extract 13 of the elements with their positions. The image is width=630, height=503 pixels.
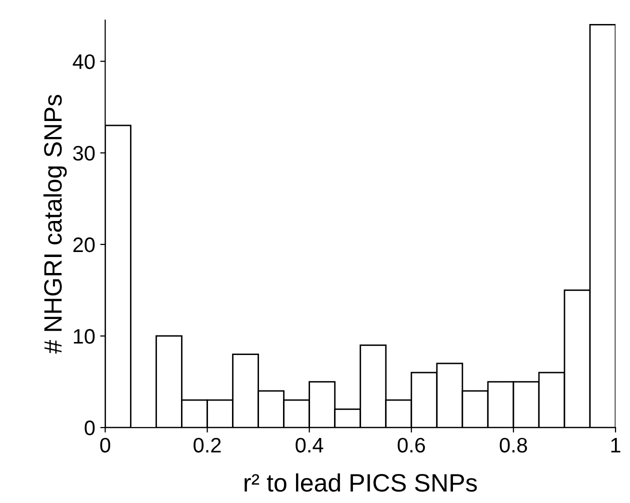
x-tick-label: 0.8	[500, 438, 528, 453]
x-tick-label: 0.4	[296, 438, 324, 453]
x-axis-title: r² to lead PICS SNPs	[244, 473, 477, 492]
y-tick-label: 20	[73, 237, 95, 252]
x-tick-label: 0.6	[398, 438, 425, 453]
y-tick-label: 30	[73, 146, 95, 161]
x-tick-label: 1	[611, 438, 620, 452]
x-tick-label: 0	[100, 438, 110, 453]
y-axis-title: # NHGRI catalog SNPs	[43, 94, 67, 354]
y-tick-label: 10	[74, 328, 95, 344]
y-tick-label: 40	[72, 54, 95, 70]
y-tick-label: 0	[84, 420, 95, 436]
x-tick-label: 0.2	[194, 438, 221, 453]
